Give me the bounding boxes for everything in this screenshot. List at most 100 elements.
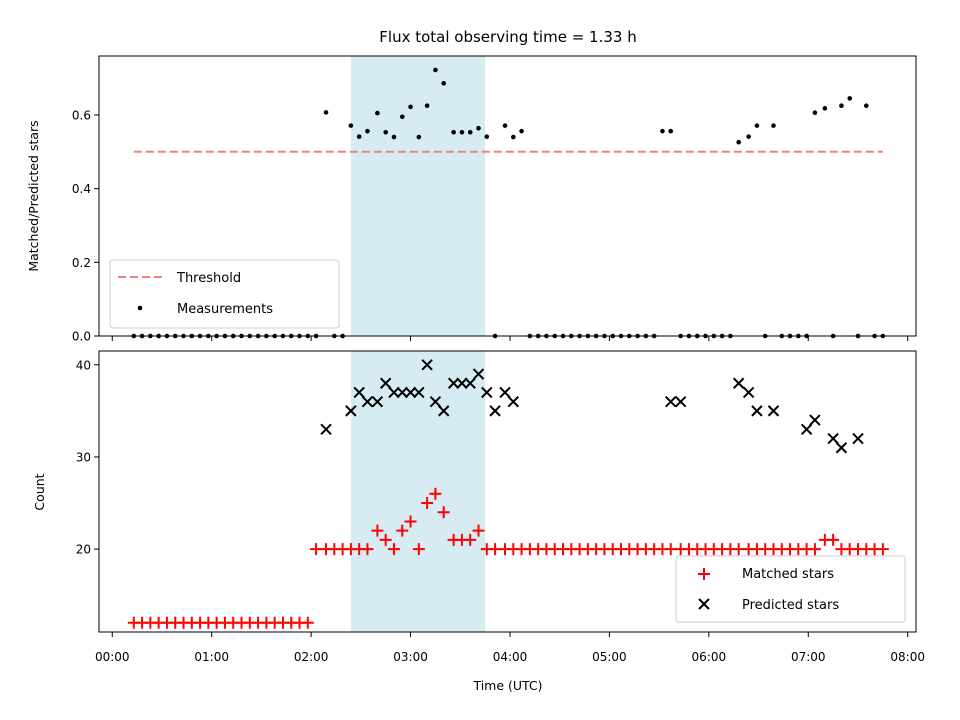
measurement-point	[391, 134, 397, 140]
predicted-star-point	[456, 377, 468, 389]
x-tick-label: 06:00	[692, 650, 727, 664]
ratio-y-ticks: 0.0 0.2 0.4 0.6	[72, 108, 99, 344]
threshold-legend-label: Threshold	[176, 271, 241, 286]
predicted-star-point	[404, 386, 417, 399]
matched-star-point	[396, 524, 409, 537]
predicted-star-point	[429, 395, 442, 408]
predicted-star-point	[835, 442, 848, 454]
predicted-star-point	[742, 386, 755, 399]
matched-star-point	[464, 533, 477, 546]
measurement-point	[746, 134, 751, 139]
y-tick-label: 30	[76, 450, 91, 464]
measurement-point	[459, 129, 465, 135]
measurement-point	[375, 110, 380, 116]
x-tick-label: 03:00	[393, 650, 428, 664]
measurement-point	[467, 129, 473, 135]
y-tick-label: 0.2	[72, 256, 91, 270]
predicted-star-point	[827, 432, 839, 445]
matched-star-point	[876, 543, 889, 556]
predicted-star-point	[437, 405, 450, 417]
predicted-star-point	[361, 395, 374, 408]
measurement-point	[356, 134, 362, 139]
predicted-legend-swatch	[698, 598, 710, 610]
y-tick-label: 0.6	[72, 108, 91, 122]
predicted-legend-label: Predicted stars	[742, 598, 839, 613]
measurement-point	[668, 128, 674, 134]
measurement-point	[441, 80, 446, 86]
y-tick-label: 0.4	[72, 182, 91, 196]
measurement-point	[451, 129, 456, 135]
matched-star-point	[827, 533, 840, 546]
predicted-star-point	[481, 386, 493, 399]
predicted-star-point	[767, 405, 780, 417]
matched-star-point	[371, 524, 384, 537]
matched-star-point	[421, 497, 434, 510]
predicted-star-point	[413, 386, 425, 399]
x-tick-label: 05:00	[592, 650, 627, 664]
measurement-point	[519, 128, 524, 134]
measurement-point	[863, 103, 869, 109]
predicted-star-point	[809, 414, 821, 426]
measurement-point	[660, 128, 665, 134]
ratio-plot-frame	[98, 55, 917, 337]
chart-title: Flux total observing time = 1.33 h	[379, 28, 636, 46]
predicted-star-point	[396, 386, 408, 399]
measurement-point	[736, 139, 741, 145]
count-plot-frame	[98, 350, 917, 633]
predicted-star-point	[499, 386, 511, 399]
x-axis-label: Time (UTC)	[472, 678, 542, 693]
measurements-legend-label: Measurements	[177, 302, 273, 317]
measurement-point	[847, 96, 853, 101]
matched-star-point	[437, 506, 450, 519]
matched-star-point	[412, 543, 425, 556]
measurement-point	[416, 134, 422, 140]
y-tick-label: 0.0	[72, 330, 91, 344]
measurement-point	[484, 134, 490, 139]
measurement-point	[433, 67, 438, 73]
measurement-point	[348, 123, 354, 128]
predicted-star-point	[751, 405, 763, 417]
ratio-panel: 0.0 0.2 0.4 0.6 Matched/Predicted stars Thr…	[26, 55, 917, 344]
measurement-point	[771, 123, 776, 128]
x-tick-label: 00:00	[95, 650, 130, 664]
count-y-axis-label: Count	[32, 473, 47, 510]
predicted-star-point	[507, 395, 520, 408]
predicted-star-point	[421, 359, 433, 371]
x-tick-label: 07:00	[791, 650, 826, 664]
predicted-star-point	[665, 395, 677, 408]
y-tick-label: 20	[76, 543, 91, 557]
ratio-x-ticks	[111, 336, 909, 341]
count-panel: 20 30 40 00:00 01:00 02:00 03:00 04:00 05:00 06:…	[32, 350, 925, 693]
predicted-star-point	[732, 377, 745, 389]
matched-star-point	[387, 543, 400, 556]
predicted-star-point	[320, 423, 332, 436]
matched-star-point	[429, 487, 442, 500]
predicted-star-point	[447, 377, 460, 389]
x-tick-label: 04:00	[493, 650, 528, 664]
measurement-point	[323, 110, 329, 115]
matched-legend-swatch	[698, 568, 710, 580]
measurement-point	[365, 128, 370, 134]
measurement-point	[839, 103, 844, 109]
matched-legend-label: Matched stars	[742, 567, 834, 582]
x-tick-label: 02:00	[294, 650, 329, 664]
y-tick-label: 40	[76, 358, 91, 372]
measurement-point	[424, 103, 430, 109]
predicted-star-point	[464, 377, 476, 389]
count-x-ticks: 00:00 01:00 02:00 03:00 04:00 05:00 06:00 07:00…	[95, 632, 925, 664]
predicted-star-point	[852, 432, 864, 445]
measurement-point	[812, 110, 818, 116]
predicted-star-point	[379, 377, 392, 389]
matched-star-point	[361, 543, 374, 556]
x-tick-label: 08:00	[890, 650, 925, 664]
measurement-point	[399, 114, 405, 120]
count-legend-box	[675, 555, 906, 623]
measurement-point	[502, 123, 508, 128]
measurement-point	[511, 134, 516, 140]
measurement-point	[408, 104, 413, 110]
predicted-star-point	[674, 395, 687, 408]
matched-star-point	[379, 533, 392, 546]
count-marks	[127, 359, 889, 629]
measurement-point	[754, 123, 760, 128]
predicted-star-point	[489, 405, 501, 417]
